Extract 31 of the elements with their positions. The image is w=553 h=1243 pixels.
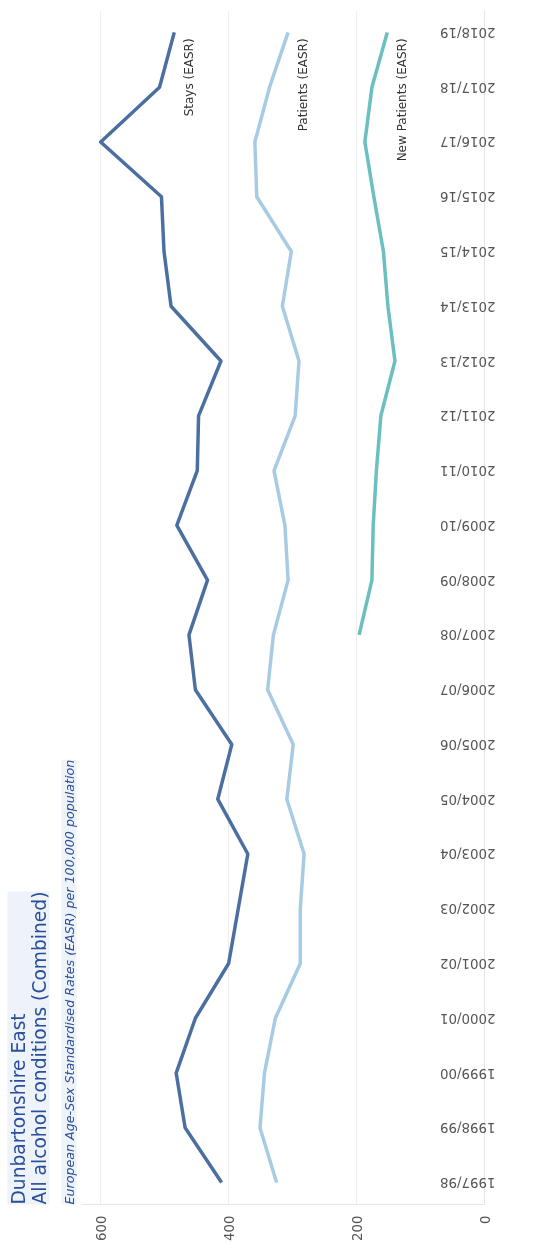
x-tick-label: 600 (93, 1215, 109, 1241)
y-tick-label: 2005/06 (440, 736, 496, 752)
y-tick-label: 2013/14 (440, 298, 496, 314)
y-tick-label: 2014/15 (440, 243, 496, 259)
y-tick-label: 2004/05 (440, 791, 496, 807)
x-tick-label: 0 (477, 1215, 493, 1224)
text: Stays (EASR) (182, 38, 197, 117)
y-tick-label: 1997/98 (440, 1175, 496, 1191)
y-tick-label: 2002/03 (440, 901, 496, 917)
y-tick-label: 2016/17 (440, 134, 496, 150)
y-tick-label: 2001/02 (440, 956, 496, 972)
text: Patients (EASR) (296, 38, 311, 132)
y-tick-label: 2007/08 (440, 627, 496, 643)
text: Dunbartonshire East All alcohol conditions (Combined) (7, 891, 50, 1205)
y-tick-label: 2012/13 (440, 353, 496, 369)
y-tick-label: 1999/00 (440, 1065, 496, 1081)
y-tick-label: 2008/09 (440, 572, 496, 588)
y-tick-label: 1998/99 (440, 1120, 496, 1136)
y-tick-label: 2015/16 (440, 189, 496, 205)
text: European Age-Sex Standardised Rates (EASR) per 100,000 population (61, 759, 77, 1205)
x-tick-label: 400 (221, 1215, 237, 1241)
y-tick-label: 2006/07 (440, 682, 496, 698)
y-tick-label: 2011/12 (440, 408, 496, 424)
y-tick-label: 2010/11 (440, 463, 496, 479)
y-tick-label: 2017/18 (440, 79, 496, 95)
y-tick-label: 2018/19 (440, 24, 496, 40)
y-tick-label: 2003/04 (440, 846, 496, 862)
y-tick-label: 2009/10 (440, 517, 496, 533)
x-tick-label: 200 (349, 1215, 365, 1241)
y-tick-label: 2000/01 (440, 1010, 496, 1026)
text: New Patients (EASR) (395, 38, 410, 162)
